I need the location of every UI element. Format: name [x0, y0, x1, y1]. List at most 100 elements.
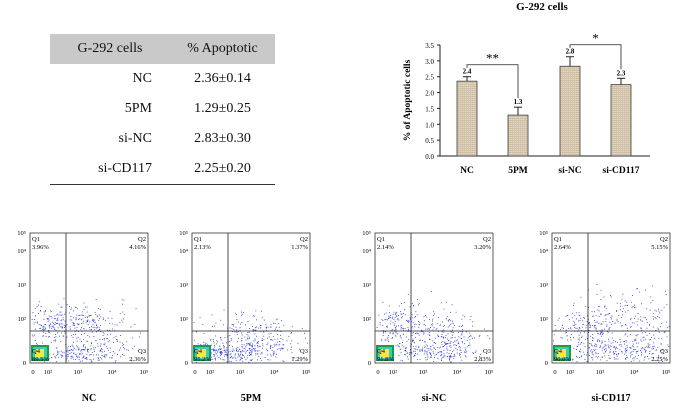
flow-dot [572, 358, 574, 360]
flow-dot [76, 340, 78, 342]
flow-dot [37, 322, 38, 324]
flow-dot [236, 349, 237, 351]
flow-dot [103, 355, 105, 357]
flow-dot [591, 357, 593, 359]
quadrant-name: Q1 [32, 236, 40, 243]
flow-dot [666, 351, 668, 353]
flow-dot [436, 328, 438, 330]
flow-dot [459, 345, 460, 347]
quadrant-value: 2.36% [129, 356, 146, 363]
flow-dot [214, 350, 216, 352]
flow-dot [426, 351, 428, 353]
flow-y-tick-label: 10⁴ [539, 248, 549, 255]
flow-dot [581, 337, 583, 338]
flow-dot [236, 329, 238, 331]
flow-dot [583, 353, 585, 355]
flow-dot [223, 309, 225, 311]
flow-dot [408, 328, 409, 330]
flow-dot [215, 349, 217, 351]
flow-dot [648, 358, 650, 360]
flow-dot [398, 315, 399, 316]
flow-dot [413, 342, 415, 344]
flow-dot [115, 361, 116, 363]
flow-dot [260, 327, 262, 329]
flow-dot [570, 327, 572, 329]
flow-dot [65, 326, 66, 328]
flow-dot [216, 340, 218, 342]
flow-dot [243, 348, 245, 350]
flow-dot [592, 315, 594, 317]
flow-dot [279, 341, 281, 343]
flow-dot [422, 350, 423, 352]
flow-dot [575, 312, 577, 314]
flow-dot [657, 316, 659, 317]
flow-dot [72, 356, 74, 358]
flow-dot [217, 349, 219, 351]
flow-dot [241, 334, 243, 336]
flow-dot [83, 333, 85, 335]
flow-dot [645, 317, 646, 319]
flow-dot [282, 348, 284, 350]
flow-dot [440, 302, 442, 304]
flow-dot [404, 349, 406, 351]
flow-dot [50, 323, 51, 325]
flow-dot [112, 351, 114, 352]
flow-dot [442, 326, 444, 327]
flow-dot [617, 358, 619, 360]
flow-dot [425, 357, 427, 358]
flow-dot [451, 337, 453, 339]
flow-dot [577, 338, 579, 340]
flow-dot [277, 333, 279, 335]
flow-dot [440, 341, 442, 343]
flow-dot [247, 343, 249, 345]
flow-dot [126, 349, 128, 351]
flow-dot [42, 335, 44, 337]
flow-dot [52, 322, 54, 324]
flow-dot [306, 342, 308, 344]
flow-dot [226, 342, 227, 344]
flow-dot [411, 327, 413, 329]
flow-dot [424, 346, 426, 348]
flow-dot [634, 307, 635, 309]
flow-dot [447, 326, 449, 328]
flow-dot [215, 359, 216, 361]
flow-dot [80, 328, 82, 330]
flow-dot [293, 357, 294, 359]
flow-dot [53, 337, 55, 338]
flow-dot [589, 324, 591, 326]
flow-dot [616, 354, 618, 356]
flow-dot [457, 341, 459, 343]
flow-dot [411, 303, 413, 304]
flow-dot [619, 322, 621, 324]
flow-dot [409, 317, 411, 319]
flow-dot [90, 345, 92, 347]
quadrant-value: 3.20% [474, 244, 491, 251]
flow-dot [454, 325, 455, 326]
flow-dot [455, 347, 457, 349]
flow-dot [456, 352, 458, 354]
flow-dot [240, 356, 242, 358]
flow-dot [613, 353, 615, 355]
flow-dot [98, 357, 99, 359]
flow-dot [579, 357, 580, 358]
flow-x-tick-label: 10³ [236, 369, 245, 376]
flow-dot [406, 340, 408, 342]
flow-dot [43, 326, 45, 328]
flow-dot [652, 300, 654, 301]
flow-dot [386, 327, 388, 329]
flow-dot [280, 334, 281, 336]
flow-dot [413, 341, 415, 343]
flow-dot [413, 350, 415, 352]
flow-dot [434, 342, 436, 343]
flow-dot [447, 349, 449, 351]
flow-dot [100, 308, 101, 310]
flow-dot [72, 358, 74, 360]
flow-dot [220, 348, 222, 350]
flow-dot [658, 317, 660, 318]
flow-dot [385, 339, 387, 341]
flow-dot [469, 319, 471, 321]
flow-dot [66, 336, 68, 338]
flow-x-tick-label: 0 [193, 369, 196, 376]
flow-dot [100, 316, 102, 318]
flow-dot [593, 348, 595, 350]
